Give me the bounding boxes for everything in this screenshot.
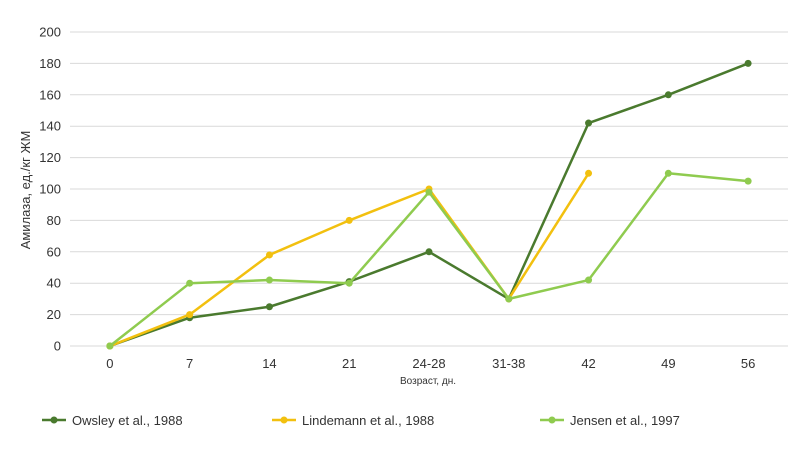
data-point: [345, 279, 353, 287]
data-point: [186, 311, 194, 319]
y-tick-label: 60: [47, 244, 61, 259]
legend-marker: [548, 416, 556, 424]
data-point: [345, 216, 353, 224]
x-tick-label: 0: [106, 356, 113, 371]
x-tick-label: 24-28: [412, 356, 445, 371]
data-point: [664, 169, 672, 177]
data-point: [585, 119, 593, 127]
x-tick-label: 14: [262, 356, 276, 371]
legend-item-2: Lindemann et al., 1988: [272, 413, 434, 428]
y-tick-labels: 0 20 40 60 80 100 120 140 160 180 200: [39, 25, 61, 354]
legend-label: Owsley et al., 1988: [72, 413, 183, 428]
data-point: [744, 177, 752, 185]
x-tick-label: 49: [661, 356, 675, 371]
y-tick-label: 40: [47, 276, 61, 291]
x-tick-label: 21: [342, 356, 356, 371]
y-tick-label: 200: [39, 25, 61, 40]
series-3: [106, 169, 752, 350]
data-point: [106, 342, 114, 350]
legend-label: Jensen et al., 1997: [570, 413, 680, 428]
legend-label: Lindemann et al., 1988: [302, 413, 434, 428]
data-point: [425, 188, 433, 196]
y-tick-label: 0: [54, 339, 61, 354]
legend-item-3: Jensen et al., 1997: [540, 413, 680, 428]
y-axis-label: Амилаза, ед./кг ЖМ: [18, 131, 33, 250]
data-point: [265, 251, 273, 259]
y-tick-label: 140: [39, 119, 61, 134]
legend-item-1: Owsley et al., 1988: [42, 413, 183, 428]
x-axis-label: Возраст, дн.: [400, 376, 456, 387]
x-tick-label: 56: [741, 356, 755, 371]
data-point: [744, 59, 752, 67]
legend: Owsley et al., 1988 Lindemann et al., 198…: [42, 413, 680, 428]
data-point: [585, 169, 593, 177]
y-tick-label: 120: [39, 150, 61, 165]
y-tick-label: 160: [39, 87, 61, 102]
y-tick-label: 80: [47, 213, 61, 228]
data-point: [664, 91, 672, 99]
x-tick-labels: 0 7 14 21 24-28 31-38 42 49 56: [106, 356, 755, 371]
series-line: [108, 172, 750, 348]
series-lines: [106, 59, 752, 350]
data-point: [265, 303, 273, 311]
x-tick-label: 31-38: [492, 356, 525, 371]
y-tick-label: 20: [47, 307, 61, 322]
data-point: [425, 248, 433, 256]
data-point: [186, 279, 194, 287]
x-tick-label: 42: [581, 356, 595, 371]
y-tick-label: 180: [39, 56, 61, 71]
legend-marker: [50, 416, 58, 424]
data-point: [585, 276, 593, 284]
data-point: [505, 295, 513, 303]
x-tick-label: 7: [186, 356, 193, 371]
legend-marker: [280, 416, 288, 424]
data-point: [265, 276, 273, 284]
y-tick-label: 100: [39, 182, 61, 197]
